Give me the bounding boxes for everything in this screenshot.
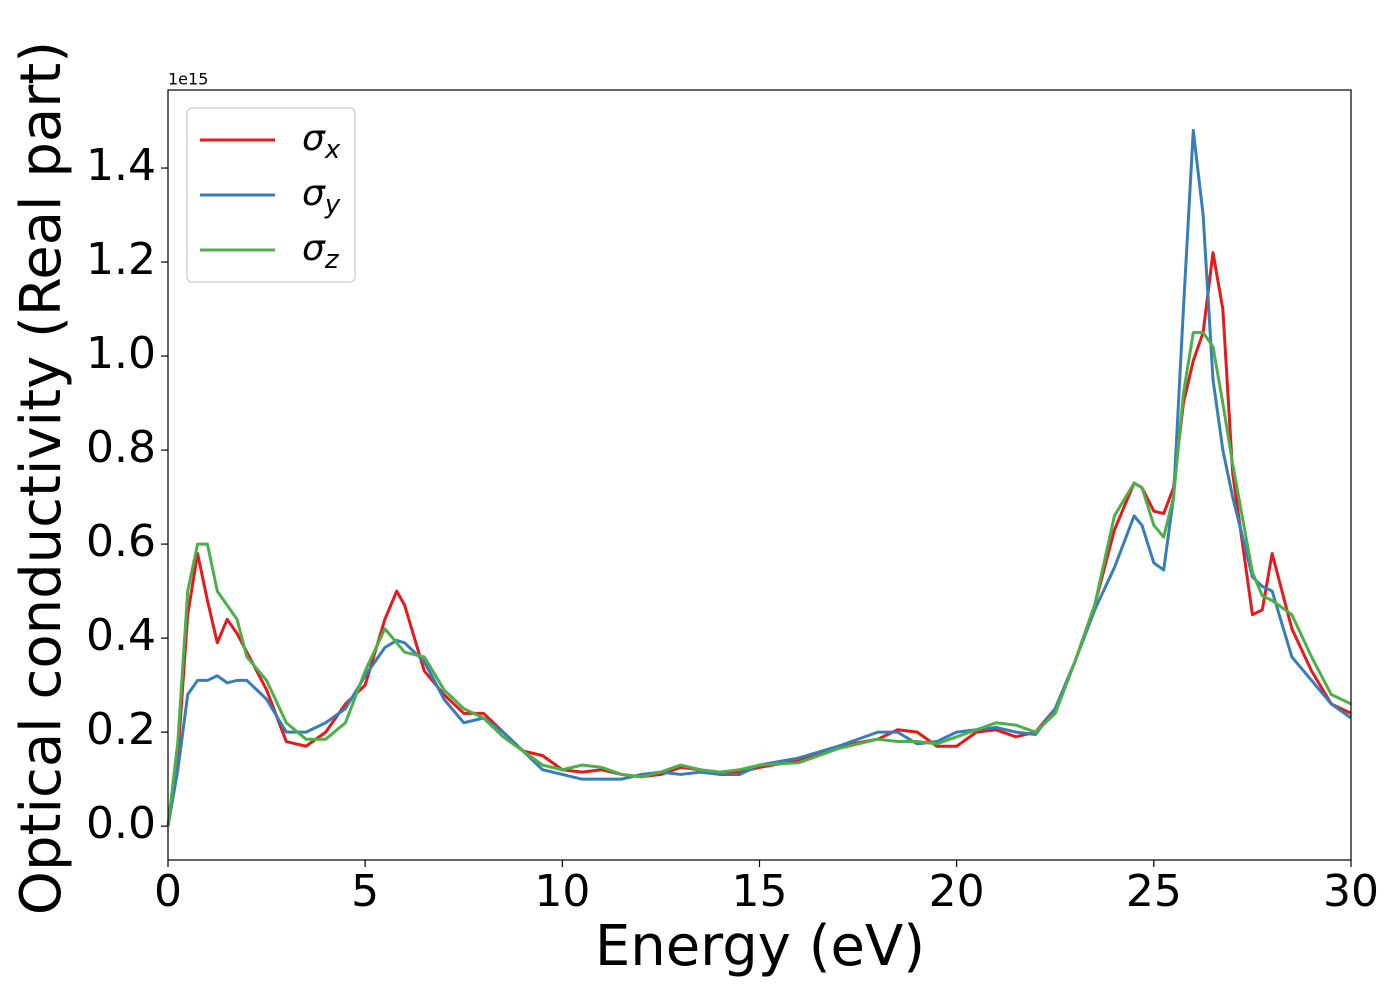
y-tick-label: 0.6 [86, 516, 156, 567]
series-line [166, 128, 1352, 827]
legend-label: σz [302, 228, 340, 275]
y-tick-label: 1.4 [86, 140, 156, 191]
x-tick-label: 30 [1323, 866, 1379, 917]
y-tick-label: 0.8 [86, 422, 156, 473]
x-tick-label: 15 [732, 866, 788, 917]
x-tick-label: 0 [154, 866, 182, 917]
x-tick-label: 10 [534, 866, 590, 917]
y-axis-label: Optical conductivity (Real part) [9, 41, 74, 915]
y-tick-label: 1.2 [86, 234, 156, 285]
y-tick-label: 1.0 [86, 328, 156, 379]
x-axis-label: Energy (eV) [595, 914, 925, 979]
x-tick-label: 20 [929, 866, 985, 917]
y-tick-label: 0.4 [86, 610, 156, 661]
y-offset-label: 1e15 [168, 70, 208, 89]
plot-frame [167, 89, 1352, 861]
x-tick-label: 5 [351, 866, 379, 917]
legend-label: σy [302, 173, 341, 220]
series-line [166, 251, 1352, 827]
legend-label: σx [302, 118, 341, 165]
y-tick-label: 0.0 [86, 798, 156, 849]
series-line [166, 331, 1352, 827]
y-tick-label: 0.2 [86, 704, 156, 755]
x-tick-label: 25 [1126, 866, 1182, 917]
